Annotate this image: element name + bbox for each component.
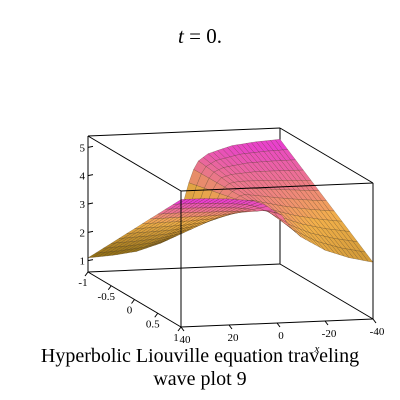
y-tick-label: -0.5	[98, 291, 116, 303]
y-tick-mark	[177, 326, 182, 332]
y-tick-label: 0	[127, 305, 133, 317]
y-tick-label: 1	[173, 332, 179, 344]
x-axis-label: x	[314, 343, 320, 355]
z-tick-label: 2	[80, 227, 86, 239]
z-tick-label: 5	[80, 142, 86, 154]
box-edge	[87, 127, 281, 137]
box-edge	[279, 127, 374, 184]
title-variable: t	[178, 24, 184, 48]
box-edge	[87, 135, 182, 192]
box-edge	[180, 182, 374, 192]
x-tick-label: -40	[370, 326, 385, 338]
x-tick-label: 20	[228, 332, 240, 344]
x-tick-label: 0	[278, 330, 284, 342]
z-tick-label: 3	[80, 199, 86, 211]
caption-line-1: Hyperbolic Liouville equation traveling	[40, 345, 360, 367]
y-tick-mark	[154, 312, 159, 318]
x-tick-mark	[228, 324, 233, 330]
y-tick-mark	[84, 271, 89, 277]
x-tick-label: 40	[180, 334, 192, 346]
box-edge	[279, 263, 374, 320]
z-tick-mark	[87, 202, 94, 205]
x-tick-mark	[372, 318, 377, 324]
y-tick-mark	[131, 299, 135, 304]
y-tick-label: 0.5	[146, 318, 160, 330]
y-tick-mark	[107, 285, 112, 291]
x-tick-label: -20	[322, 328, 337, 340]
box-edge	[87, 263, 281, 273]
surface-mesh	[87, 139, 374, 263]
y-tick-label: -1	[78, 277, 87, 289]
caption-line-2: wave plot 9	[153, 368, 247, 390]
title-value: = 0.	[183, 24, 222, 48]
x-tick-mark	[324, 320, 329, 326]
bounding-box-front	[87, 127, 374, 328]
z-tick-mark	[87, 259, 94, 262]
x-tick-mark	[276, 322, 281, 328]
x-tick-mark	[180, 326, 185, 332]
z-tick-label: 1	[80, 256, 86, 268]
z-tick-label: 4	[80, 171, 86, 183]
z-tick-mark	[87, 174, 94, 177]
z-tick-mark	[87, 145, 94, 148]
plot-title: t = 0.	[0, 24, 400, 49]
z-tick-mark	[87, 230, 94, 233]
